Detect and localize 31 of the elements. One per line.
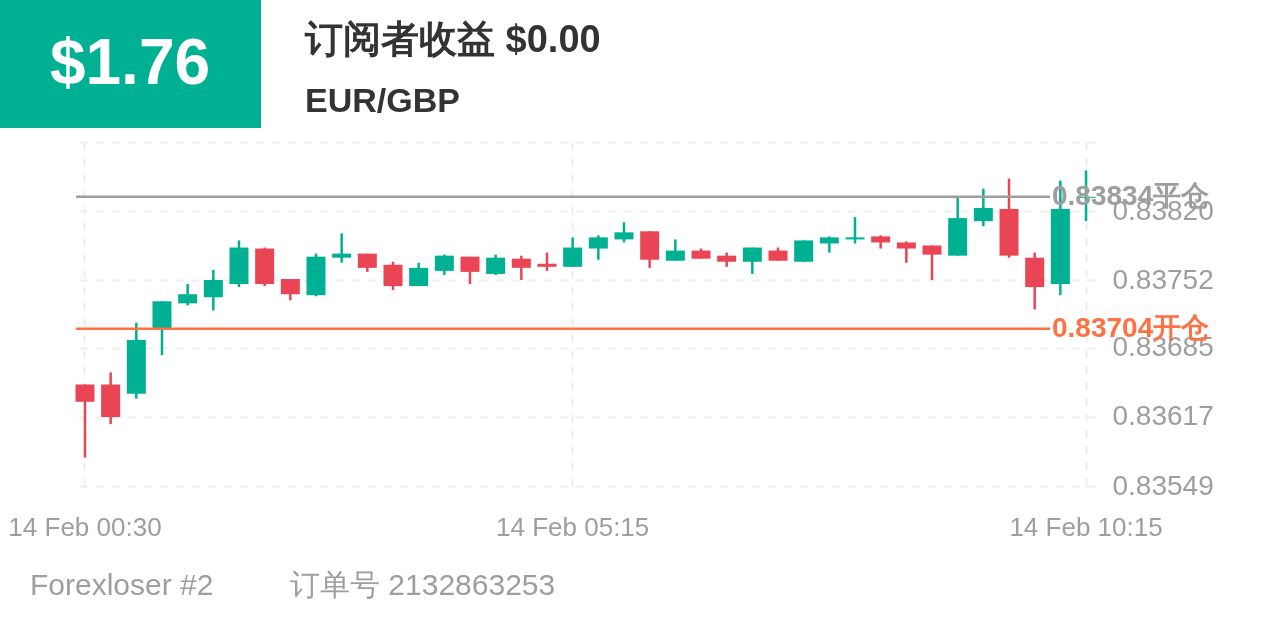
candlestick: [563, 236, 583, 269]
candlestick: [845, 215, 865, 245]
candlestick: [665, 238, 685, 262]
candlestick: [511, 254, 531, 282]
text: $1.76: [49, 26, 211, 98]
candlestick: [537, 251, 557, 273]
candlestick: [794, 239, 814, 263]
candlestick: [75, 383, 95, 459]
text: 订单号 2132863253: [290, 568, 556, 601]
candlestick: [332, 232, 352, 265]
y-tick-label: 0.83549: [1112, 469, 1214, 501]
candlestick: [922, 244, 942, 282]
y-tick-label: 0.83617: [1112, 400, 1214, 432]
candlestick: [588, 234, 608, 261]
x-tick-label: 14 Feb 10:15: [1009, 511, 1163, 542]
x-tick-label: 14 Feb 00:30: [8, 511, 162, 542]
candlestick: [486, 253, 506, 277]
y-tick-label: 0.83752: [1112, 263, 1214, 295]
candlestick: [178, 282, 198, 307]
candlestick: [460, 255, 480, 286]
candlestick: [973, 187, 993, 228]
candlestick: [383, 260, 403, 292]
x-tick-label: 14 Feb 05:15: [496, 511, 650, 542]
candlestick: [434, 253, 454, 277]
candlestick: [896, 240, 916, 265]
candlestick: [742, 246, 762, 276]
candlestick: [614, 220, 634, 244]
chart-title: 订阅者收益 $0.00: [304, 18, 601, 60]
candlestick: [203, 268, 223, 312]
text: Forexloser #2: [30, 568, 214, 601]
chart-subtitle: EUR/GBP: [305, 81, 460, 119]
